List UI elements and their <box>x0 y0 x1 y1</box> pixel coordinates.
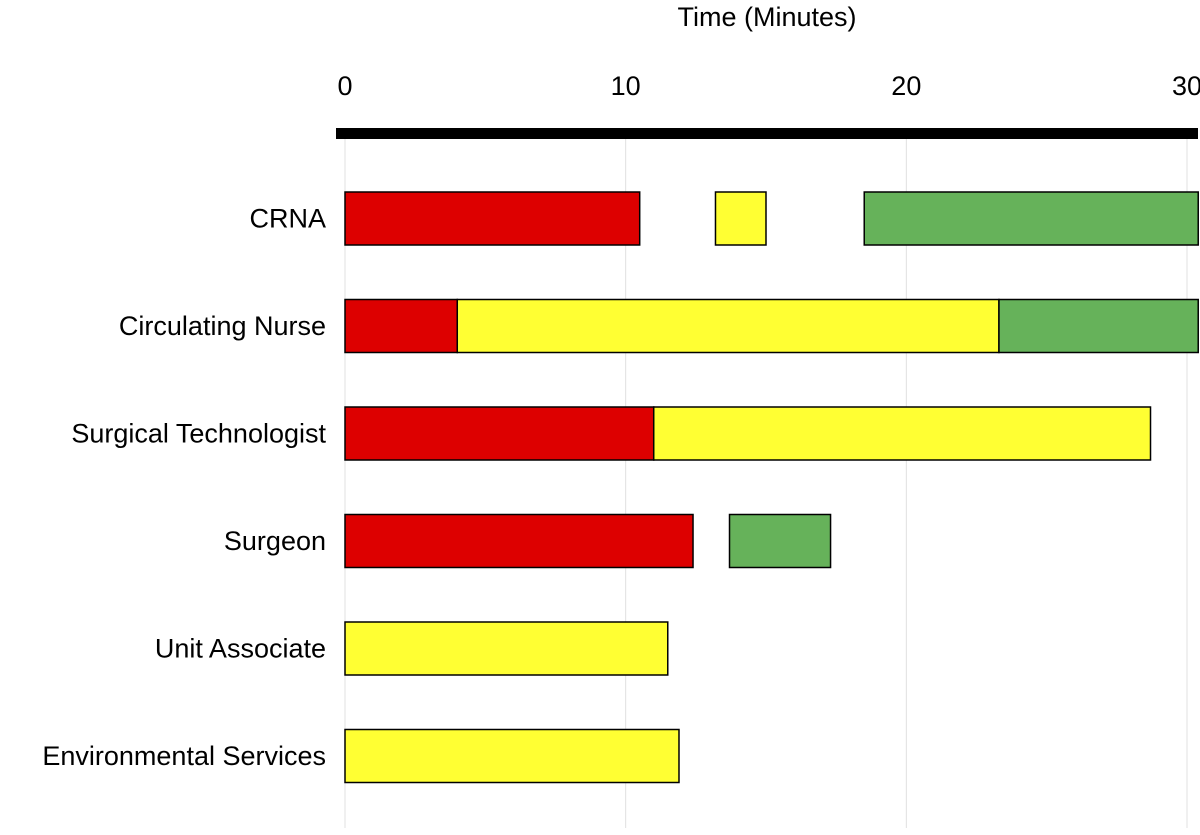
gridlines <box>344 139 1188 828</box>
x-tick-label: 10 <box>611 71 641 101</box>
bar-segment-red <box>344 406 655 461</box>
x-tick-label: 20 <box>891 71 921 101</box>
bar-segment-red <box>344 298 459 354</box>
bar-segments <box>344 191 1199 784</box>
bar-segment-yellow <box>714 191 767 246</box>
x-axis-title: Time (Minutes) <box>677 2 856 32</box>
bar-segment-red <box>344 513 694 569</box>
category-label: Unit Associate <box>155 634 326 664</box>
bar-segment-yellow <box>344 728 680 784</box>
category-label: Environmental Services <box>42 741 326 771</box>
x-tick-labels: 0 10 20 30 <box>337 71 1200 101</box>
category-labels: CRNA Circulating Nurse Surgical Technologi… <box>42 204 326 772</box>
category-label: CRNA <box>249 204 326 234</box>
category-label: Surgeon <box>224 526 326 556</box>
bar-segment-red <box>344 191 641 246</box>
bar-segment-green <box>998 298 1199 354</box>
x-axis-line <box>336 128 1198 139</box>
bar-segment-green <box>863 191 1199 246</box>
bar-segment-yellow <box>456 298 1000 354</box>
bar-segment-green <box>728 513 832 569</box>
bar-segment-yellow <box>344 621 669 676</box>
x-tick-label: 0 <box>337 71 352 101</box>
category-label: Surgical Technologist <box>71 419 326 449</box>
x-tick-label: 30 <box>1172 71 1200 101</box>
category-label: Circulating Nurse <box>119 311 326 341</box>
bar-segment-yellow <box>652 406 1152 461</box>
